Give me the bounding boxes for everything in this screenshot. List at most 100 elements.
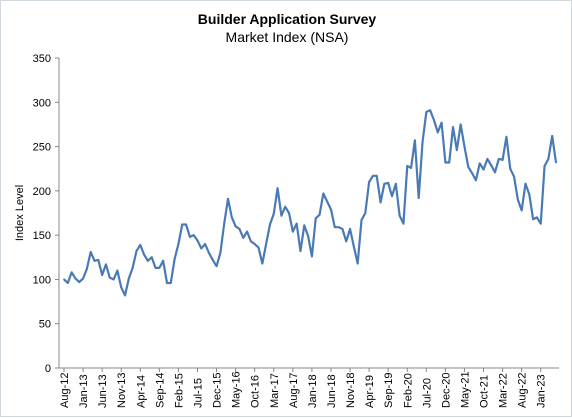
data-point (345, 240, 348, 243)
x-tick-label: Oct-16 (250, 375, 262, 408)
y-tick-label: 100 (33, 274, 51, 286)
data-point (452, 126, 454, 128)
data-point (112, 278, 115, 281)
data-point (516, 198, 519, 201)
data-point (192, 234, 195, 237)
data-point (143, 253, 145, 256)
data-point (509, 167, 512, 170)
data-point (379, 201, 382, 204)
data-point (383, 182, 386, 185)
x-tick-label: Jan-18 (307, 374, 319, 408)
data-point (341, 228, 344, 230)
data-point (284, 205, 287, 208)
data-point (490, 164, 493, 167)
data-point (467, 166, 470, 168)
data-point (394, 182, 397, 185)
x-tick-label: Dec-15 (212, 373, 224, 408)
x-tick-label: Apr-14 (135, 375, 147, 408)
data-point (280, 214, 283, 217)
data-point (436, 131, 439, 134)
data-point (116, 269, 119, 272)
data-point (421, 141, 424, 144)
data-point (150, 256, 153, 259)
x-tick-label: Jun-18 (326, 374, 338, 408)
x-ticks: Aug-12 Jan-13 Jun-13 Nov-13 Apr-14 Sep-14 Feb-… (59, 368, 548, 408)
x-tick-label: Mar-22 (498, 373, 510, 408)
data-point (291, 230, 294, 233)
data-point (322, 192, 325, 195)
data-point (208, 251, 210, 254)
data-point (272, 212, 275, 215)
axes (58, 58, 559, 369)
data-point (166, 282, 168, 284)
data-point (318, 213, 321, 216)
data-point (78, 281, 81, 283)
y-tick-label: 0 (45, 363, 51, 375)
data-point (105, 263, 107, 266)
data-point (181, 223, 184, 226)
y-ticks: 0 50 100 150 200 250 300 350 (33, 53, 59, 375)
data-point (478, 162, 481, 165)
data-point (326, 200, 329, 203)
data-point (135, 250, 138, 252)
data-point (410, 166, 412, 169)
data-point (356, 262, 359, 265)
data-point (127, 277, 130, 280)
data-point (402, 222, 405, 225)
data-point (120, 286, 123, 289)
data-point (543, 165, 546, 167)
data-point (406, 165, 409, 167)
x-tick-label: Oct-21 (479, 375, 491, 408)
y-tick-label: 350 (33, 53, 51, 65)
x-tick-label: Aug-17 (288, 373, 300, 408)
series-line-market-index (63, 109, 558, 297)
chart-subtitle: Market Index (NSA) (226, 29, 349, 45)
data-point (66, 282, 69, 284)
x-tick-label: Feb-15 (173, 373, 185, 408)
data-point (505, 135, 508, 138)
data-point (425, 111, 428, 113)
data-point (227, 197, 229, 200)
data-point (162, 259, 165, 262)
x-tick-label: Nov-18 (345, 373, 357, 408)
data-point (513, 175, 515, 178)
data-point (230, 216, 233, 219)
data-point (257, 246, 260, 249)
data-point (349, 228, 351, 230)
data-point (261, 262, 264, 265)
data-point (211, 259, 214, 261)
x-tick-label: Aug-12 (59, 373, 71, 408)
data-point (372, 174, 374, 177)
data-point (177, 243, 180, 245)
x-tick-label: Jan-13 (78, 374, 90, 408)
y-axis-label: Index Level (14, 185, 26, 241)
x-tick-label: Sep-19 (383, 373, 395, 408)
data-point (417, 197, 420, 199)
x-tick-label: Jul-15 (192, 378, 204, 408)
data-point (333, 226, 336, 229)
data-point (124, 294, 126, 297)
x-tick-label: Apr-19 (364, 375, 376, 408)
data-point (158, 267, 161, 269)
data-point (440, 121, 443, 124)
data-point (494, 171, 496, 174)
data-point (196, 239, 199, 242)
data-point (528, 193, 531, 196)
data-point (459, 123, 462, 126)
x-tick-label: Jan-23 (536, 374, 548, 408)
data-point (173, 258, 176, 260)
data-point (471, 172, 473, 175)
data-point (63, 278, 65, 281)
data-point (448, 161, 451, 164)
data-point (482, 168, 485, 171)
data-point (368, 181, 371, 183)
x-tick-label: May-16 (231, 371, 243, 408)
data-point (139, 243, 142, 246)
data-point (429, 109, 432, 112)
data-point (413, 139, 416, 142)
data-point (555, 161, 557, 164)
data-points (63, 109, 557, 297)
data-point (246, 230, 248, 233)
data-point (444, 161, 447, 164)
